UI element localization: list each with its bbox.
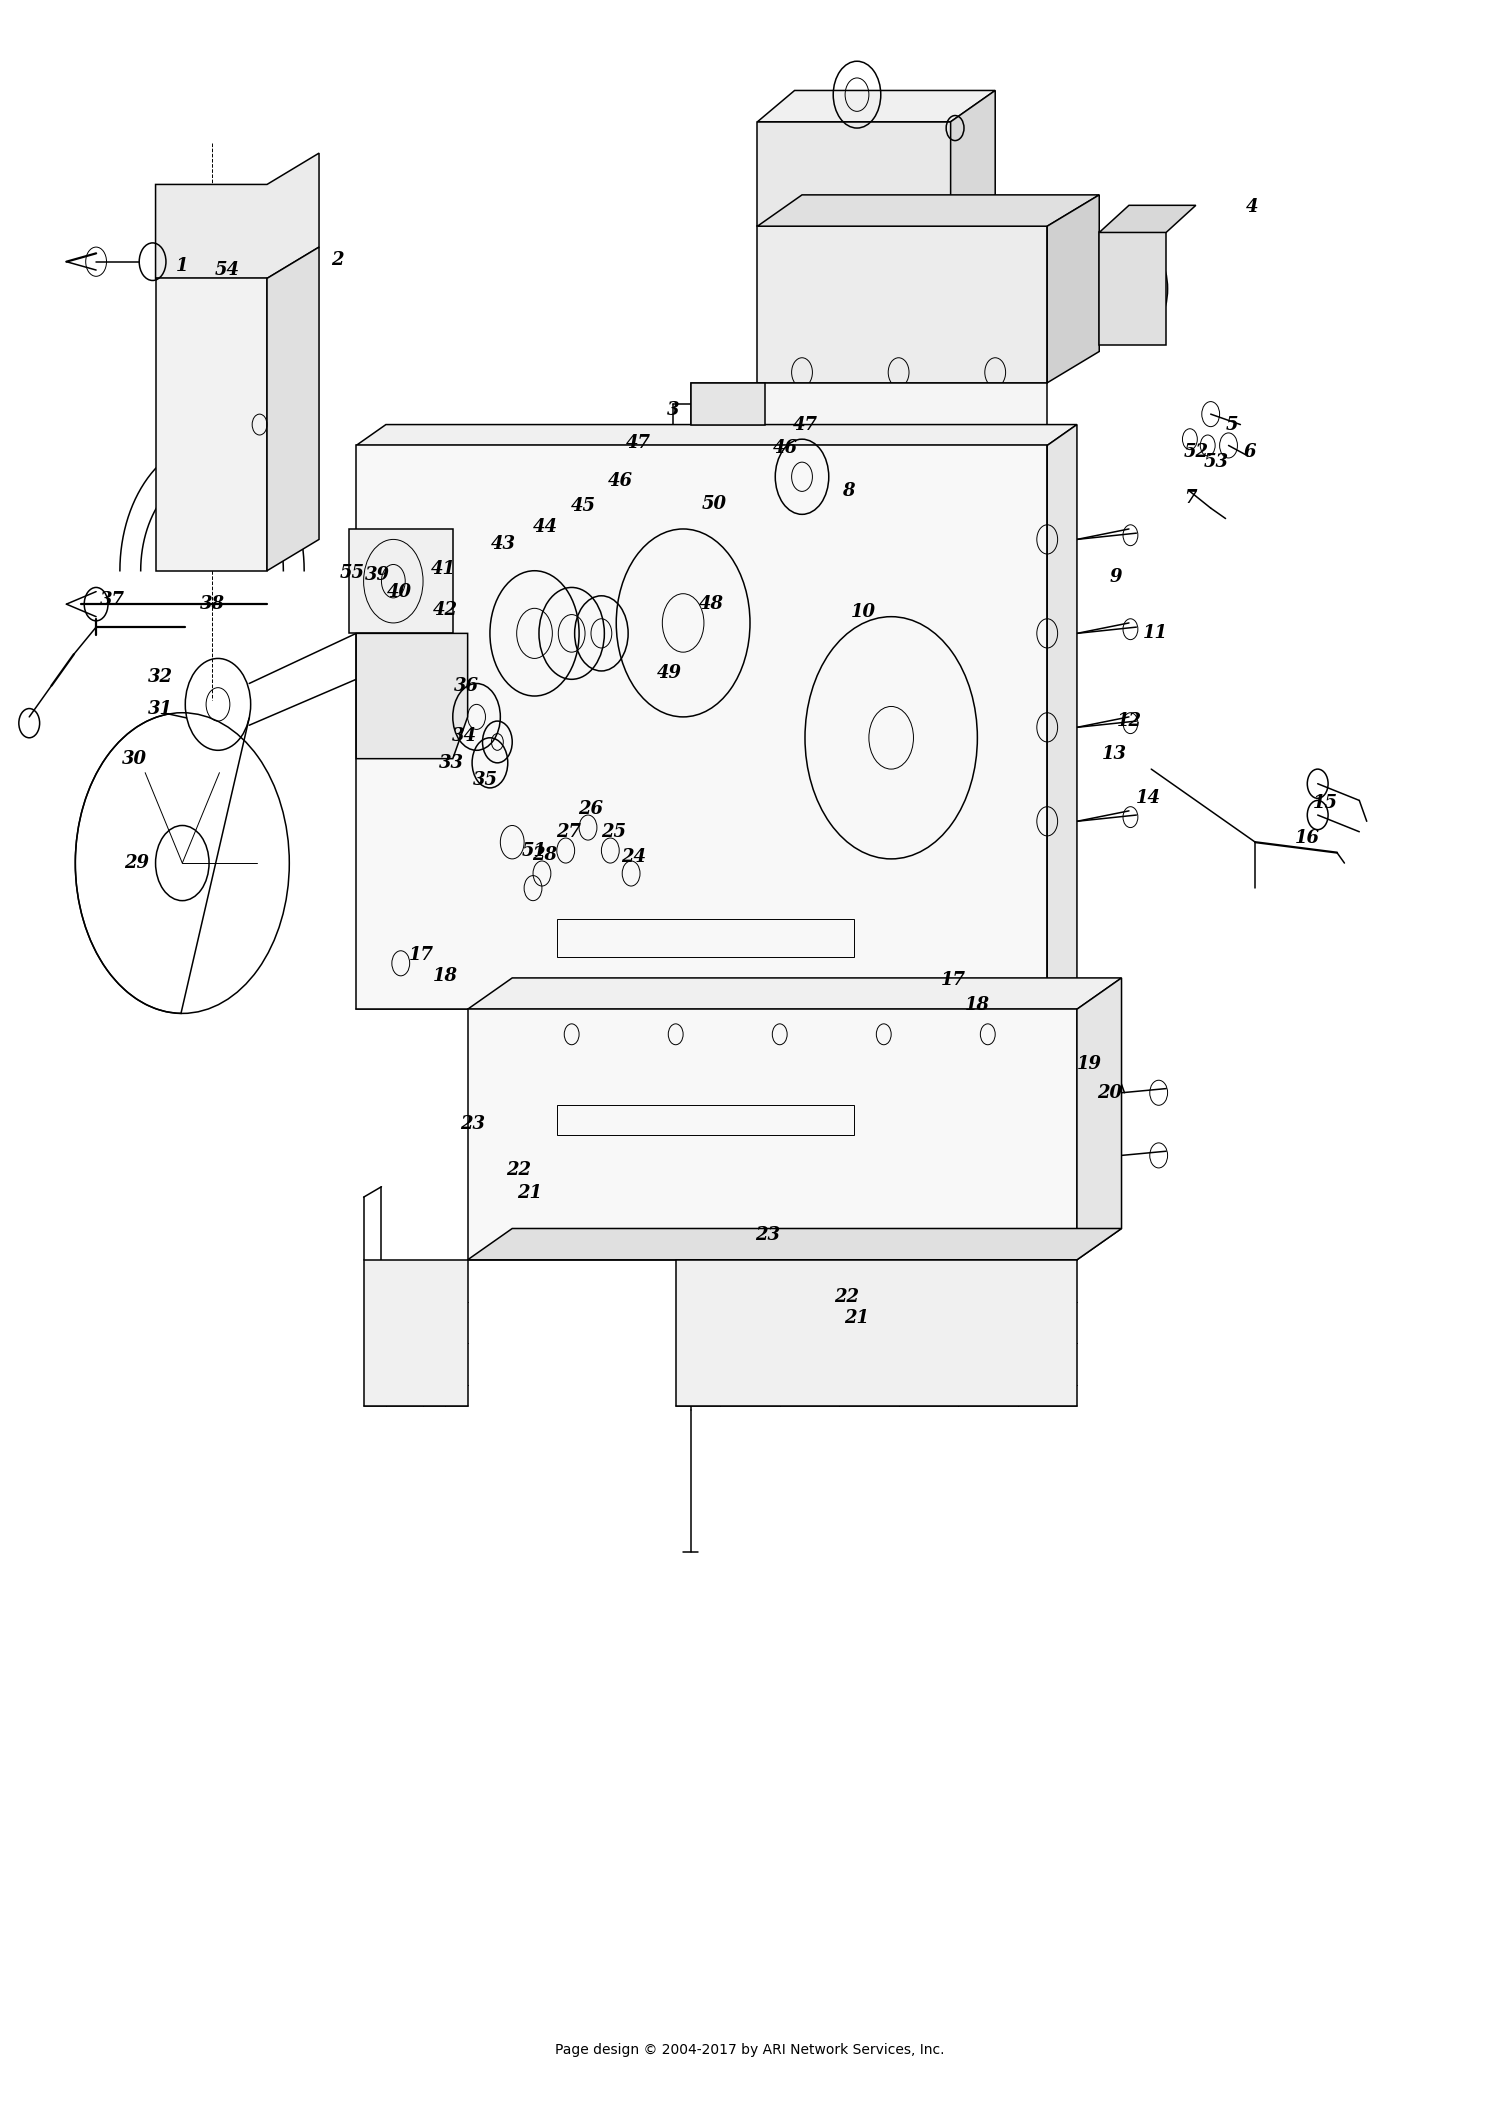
Text: 18: 18 [964,996,990,1013]
Text: 43: 43 [490,534,516,553]
Polygon shape [468,1228,1122,1259]
Text: 22: 22 [506,1160,531,1179]
Text: 17: 17 [940,971,966,990]
Polygon shape [356,446,1047,1009]
Polygon shape [1100,206,1196,233]
Text: 23: 23 [459,1114,484,1133]
Polygon shape [758,90,994,122]
Text: 32: 32 [147,668,172,685]
Text: 31: 31 [147,700,172,717]
Text: 5: 5 [1226,416,1238,433]
Text: 36: 36 [453,677,478,694]
Text: 53: 53 [1204,454,1228,471]
Text: 35: 35 [472,771,498,788]
Polygon shape [1047,425,1077,1009]
Text: 8: 8 [842,481,855,500]
Polygon shape [156,153,320,277]
Polygon shape [356,633,468,759]
Text: 20: 20 [1096,1085,1122,1101]
Polygon shape [951,90,994,227]
Text: 15: 15 [1312,795,1338,811]
Text: 46: 46 [608,473,633,490]
Text: 44: 44 [532,517,558,536]
Text: 17: 17 [410,946,434,965]
Text: 10: 10 [850,603,876,622]
Text: 51: 51 [522,841,548,860]
Polygon shape [758,227,1047,383]
Text: 46: 46 [772,439,798,456]
Text: 54: 54 [214,261,240,280]
Text: 11: 11 [1143,624,1168,643]
Text: 48: 48 [699,595,724,614]
Text: 26: 26 [579,799,603,818]
Polygon shape [690,383,1047,425]
Polygon shape [690,383,765,425]
Text: 40: 40 [387,582,412,601]
Text: 13: 13 [1101,746,1126,763]
Polygon shape [1047,195,1100,383]
Text: Page design © 2004-2017 by ARI Network Services, Inc.: Page design © 2004-2017 by ARI Network S… [555,2043,945,2058]
Polygon shape [356,425,1077,446]
Text: 52: 52 [1184,444,1209,460]
Text: 9: 9 [1110,568,1122,586]
Text: 47: 47 [792,416,818,433]
Text: 42: 42 [433,601,457,620]
Text: 14: 14 [1136,790,1161,807]
Text: 27: 27 [556,822,580,841]
Polygon shape [267,248,320,572]
Text: 6: 6 [1244,444,1256,460]
Polygon shape [1100,233,1166,345]
Text: 47: 47 [626,435,651,452]
Text: 34: 34 [452,727,477,744]
Text: 23: 23 [756,1225,780,1244]
Text: 25: 25 [602,822,625,841]
Polygon shape [1077,977,1122,1259]
Text: 28: 28 [532,845,558,864]
Text: 7: 7 [1184,488,1196,507]
Text: 4: 4 [1246,198,1258,217]
Text: 49: 49 [657,664,682,681]
Text: 30: 30 [123,750,147,767]
Polygon shape [468,1009,1077,1259]
Text: 19: 19 [1077,1055,1101,1072]
Polygon shape [758,195,1100,227]
Text: 29: 29 [123,853,148,872]
Text: 24: 24 [621,847,646,866]
Bar [556,919,854,956]
Polygon shape [468,977,1122,1009]
Text: 37: 37 [100,591,124,610]
Text: 38: 38 [200,595,225,614]
Text: 41: 41 [432,559,456,578]
Polygon shape [758,122,951,227]
Text: 33: 33 [440,755,464,771]
Text: 50: 50 [702,494,727,513]
Polygon shape [363,1259,468,1406]
Text: 18: 18 [433,967,457,986]
Polygon shape [156,277,267,572]
Text: 55: 55 [339,563,364,582]
Text: 2: 2 [330,250,344,269]
Text: 22: 22 [834,1289,860,1307]
Text: 16: 16 [1294,828,1320,847]
Text: 39: 39 [364,565,390,584]
Polygon shape [348,530,453,633]
Text: 21: 21 [518,1183,543,1202]
Text: 21: 21 [844,1310,870,1326]
Text: 1: 1 [176,256,189,275]
Text: ARI: ARI [654,753,846,849]
Text: 45: 45 [572,496,596,515]
Text: 12: 12 [1116,713,1142,729]
Polygon shape [675,1259,1077,1406]
Text: 3: 3 [666,401,680,418]
Bar [556,1106,854,1135]
